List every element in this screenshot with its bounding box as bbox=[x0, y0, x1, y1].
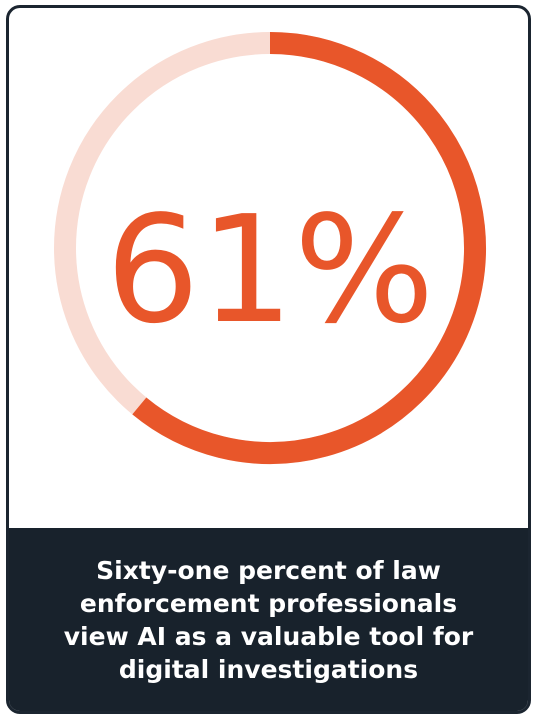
caption-panel: Sixty-one percent of law enforcement pro… bbox=[9, 528, 528, 711]
caption: Sixty-one percent of law enforcement pro… bbox=[63, 555, 474, 684]
ring-arc bbox=[132, 32, 486, 464]
value-label: 61% bbox=[106, 184, 435, 356]
card: 61% Sixty-one percent of law enforcement… bbox=[6, 5, 531, 714]
chart: 61% bbox=[54, 32, 486, 464]
